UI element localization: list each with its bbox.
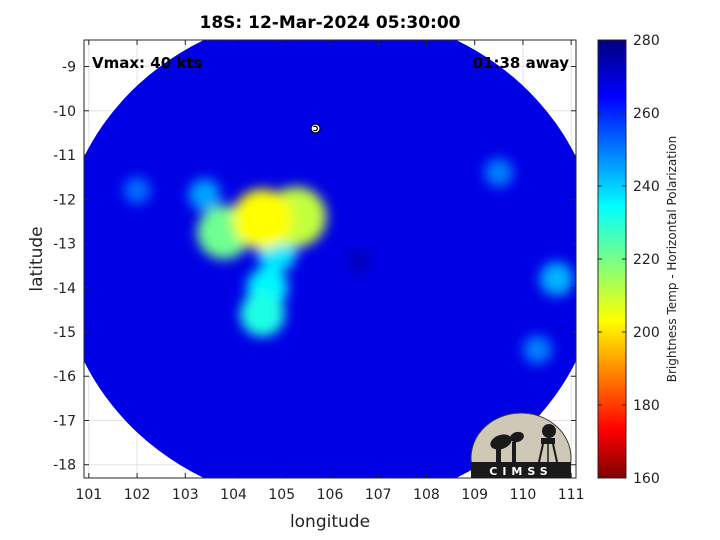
y-tick-label: -10 — [53, 104, 76, 120]
y-tick-label: -12 — [53, 192, 76, 208]
brightness-feature — [346, 249, 371, 274]
y-tick-label: -13 — [53, 237, 76, 253]
cimss-logo: CIMSS — [470, 412, 572, 478]
colorbar-ticks: 160 180 200 220 240 260 280 — [598, 33, 660, 487]
colorbar-tick-label: 280 — [633, 33, 660, 49]
swath-disk — [84, 40, 576, 478]
y-tick-label: -18 — [53, 458, 76, 474]
brightness-feature — [484, 158, 513, 187]
brightness-feature — [539, 262, 574, 296]
swath-background — [84, 40, 576, 478]
brightness-feature — [240, 291, 285, 337]
brightness-feature — [188, 178, 221, 211]
brightness-feature — [123, 177, 151, 204]
x-axis-label: longitude — [290, 512, 370, 532]
logo-text: CIMSS — [489, 465, 552, 478]
brightness-feature — [523, 335, 552, 364]
colorbar-tick-label: 160 — [633, 471, 660, 487]
x-tick-label: 111 — [558, 487, 585, 503]
y-tick-label: -15 — [53, 325, 76, 341]
y-axis-label: latitude — [27, 226, 47, 291]
x-tick-label: 105 — [268, 487, 295, 503]
ticks: 101 102 103 104 105 106 107 108 109 110 111 -9 -10 -1… — [53, 40, 585, 503]
colorbar — [597, 39, 627, 479]
x-tick-label: 104 — [220, 487, 247, 503]
y-tick-label: -14 — [53, 281, 76, 297]
x-tick-label: 107 — [365, 487, 392, 503]
colorbar-tick-label: 240 — [633, 179, 660, 195]
x-tick-label: 106 — [317, 487, 344, 503]
y-tick-label: -9 — [62, 60, 76, 76]
brightness-swath — [84, 40, 576, 478]
y-tick-label: -17 — [53, 413, 76, 429]
chart-title: 18S: 12-Mar-2024 05:30:00 — [199, 13, 461, 33]
brightness-feature — [232, 189, 293, 250]
vmax-annotation: Vmax: 40 kts — [92, 54, 202, 72]
y-tick-label: -11 — [53, 148, 76, 164]
x-tick-label: 109 — [461, 487, 488, 503]
x-tick-label: 108 — [413, 487, 440, 503]
y-tick-label: -16 — [53, 369, 76, 385]
colorbar-tick-label: 180 — [633, 398, 660, 414]
time-away-annotation: 01:38 away — [473, 54, 570, 72]
x-tick-label: 103 — [172, 487, 199, 503]
colorbar-label: Brightness Temp - Horizontal Polarizatio… — [665, 136, 679, 383]
x-tick-label: 110 — [510, 487, 537, 503]
colorbar-tick-label: 260 — [633, 106, 660, 122]
colorbar-tick-label: 200 — [633, 325, 660, 341]
storm-center-icon — [310, 123, 321, 134]
x-tick-label: 102 — [124, 487, 151, 503]
x-tick-label: 101 — [75, 487, 102, 503]
colorbar-tick-label: 220 — [633, 252, 660, 268]
